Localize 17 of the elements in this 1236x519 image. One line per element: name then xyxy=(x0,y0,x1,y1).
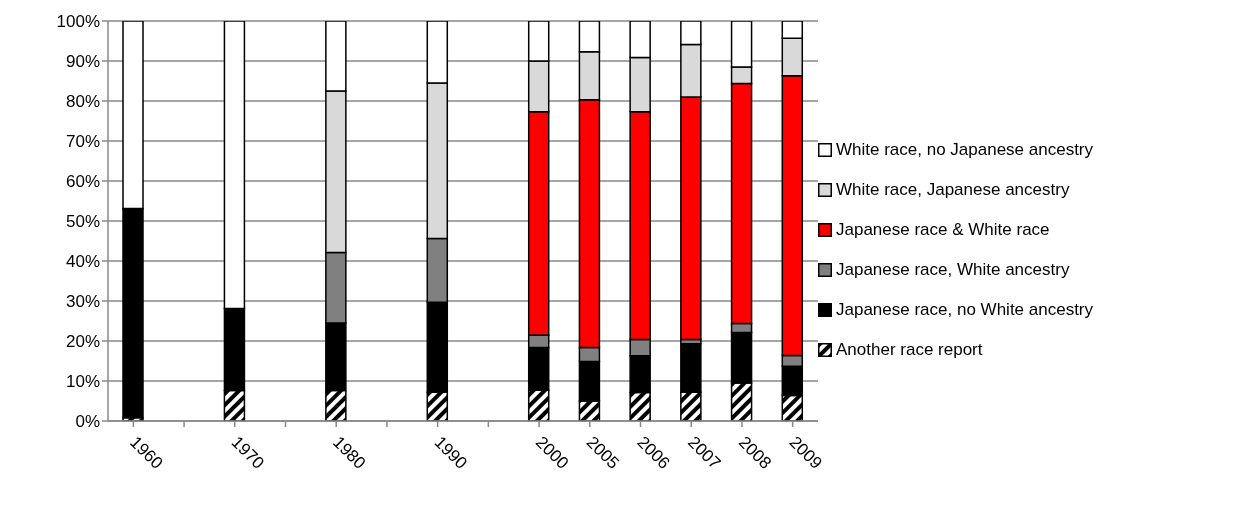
legend-label: White race, Japanese ancestry xyxy=(836,179,1070,200)
y-tick-label: 80% xyxy=(65,92,100,112)
y-tick-label: 100% xyxy=(56,12,100,32)
y-tick-label: 40% xyxy=(65,252,100,272)
y-tick-label: 10% xyxy=(65,372,100,392)
y-tick-label: 60% xyxy=(65,172,100,192)
y-tick-label: 0% xyxy=(75,412,100,432)
y-tick-label: 20% xyxy=(65,332,100,352)
y-tick-label: 30% xyxy=(65,292,100,312)
y-tick-label: 90% xyxy=(65,52,100,72)
y-tick-label: 70% xyxy=(65,132,100,152)
legend-label: Japanese race, White ancestry xyxy=(836,259,1070,280)
legend-label: Japanese race, no White ancestry xyxy=(836,299,1094,320)
legend-label: Japanese race & White race xyxy=(836,219,1050,240)
legend-label: Another race report xyxy=(836,339,983,360)
legend-label: White race, no Japanese ancestry xyxy=(836,139,1094,160)
y-tick-label: 50% xyxy=(65,212,100,232)
